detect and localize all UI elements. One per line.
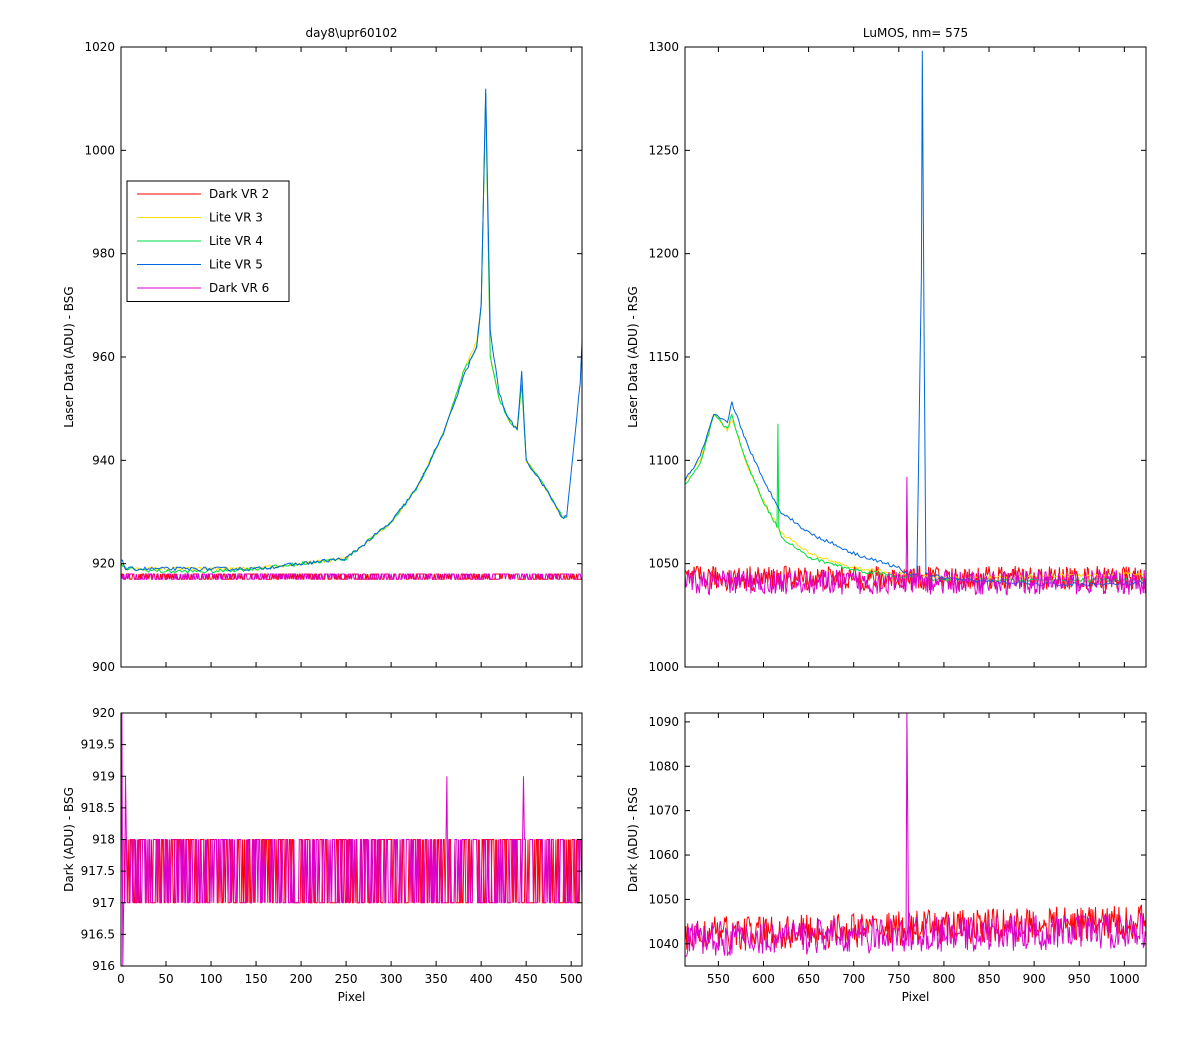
y-tick-label: 916 — [92, 959, 115, 973]
x-tick-label: 550 — [707, 972, 730, 986]
series-group — [121, 713, 582, 966]
x-tick-label: 400 — [470, 972, 493, 986]
x-tick-label: 500 — [560, 972, 583, 986]
series-group — [685, 50, 1146, 596]
y-tick-label: 918.5 — [81, 801, 115, 815]
y-tick-label: 980 — [92, 247, 115, 261]
plot-area — [121, 47, 582, 667]
y-tick-label: 916.5 — [81, 927, 115, 941]
y-tick-label: 960 — [92, 350, 115, 364]
plot-title: day8\upr60102 — [305, 26, 397, 40]
plot-tl: 900 920 940 960 980 1000 1020 day8\upr60102 Lase… — [62, 26, 583, 674]
x-tick-label: 150 — [245, 972, 268, 986]
y-tick-label: 1100 — [648, 453, 679, 467]
y-axis-label: Laser Data (ADU) - BSG — [62, 286, 76, 427]
x-tick-label: 100 — [200, 972, 223, 986]
series-line-dark-vr-6 — [685, 476, 1146, 596]
x-tick-label: 600 — [752, 972, 775, 986]
y-tick-label: 900 — [92, 660, 115, 674]
legend-entry: Dark VR 2 — [209, 187, 269, 201]
legend-entry: Lite VR 5 — [209, 258, 263, 272]
y-tick-label: 1250 — [648, 143, 679, 157]
series-line-dark-vr-6 — [121, 713, 582, 966]
plot-tr: 1000 1050 1100 1150 1200 1250 1300 LuMOS, nm= 5… — [626, 26, 1147, 674]
y-tick-label: 1040 — [648, 937, 679, 951]
y-tick-label: 920 — [92, 706, 115, 720]
y-tick-label: 1300 — [648, 40, 679, 54]
x-tick-label: 950 — [1068, 972, 1091, 986]
x-tick-label: 0 — [117, 972, 125, 986]
y-tick-label: 1050 — [648, 892, 679, 906]
y-tick-label: 1070 — [648, 804, 679, 818]
y-axis-label: Dark (ADU) - BSG — [62, 787, 76, 892]
y-tick-label: 919.5 — [81, 738, 115, 752]
y-tick-label: 1000 — [84, 143, 115, 157]
y-tick-label: 1050 — [648, 557, 679, 571]
plot-bl: 916 916.5 917 917.5 918 918.5 919 919.5 920 0 50 10… — [62, 706, 583, 1004]
plot-title: LuMOS, nm= 575 — [863, 26, 968, 40]
y-tick-label: 940 — [92, 453, 115, 467]
axes-frame — [684, 712, 1147, 967]
y-tick-label: 918 — [92, 833, 115, 847]
x-tick-label: 450 — [515, 972, 538, 986]
x-tick-label: 300 — [380, 972, 403, 986]
y-tick-label: 1200 — [648, 247, 679, 261]
legend: Dark VR 2 Lite VR 3 Lite VR 4 Lite VR 5 Dark… — [126, 180, 290, 302]
plot-br: 1040 1050 1060 1070 1080 1090 550 600 650 700 750 8… — [626, 712, 1147, 1004]
y-axis-label: Laser Data (ADU) - RSG — [626, 286, 640, 428]
y-tick-label: 1080 — [648, 759, 679, 773]
y-tick-label: 1000 — [648, 660, 679, 674]
y-tick-label: 917.5 — [81, 864, 115, 878]
series-line-lite-vr-5 — [121, 88, 582, 572]
series-group — [685, 713, 1146, 957]
y-tick-label: 1060 — [648, 848, 679, 862]
y-tick-label: 919 — [92, 769, 115, 783]
x-tick-label: 350 — [425, 972, 448, 986]
y-axis-label: Dark (ADU) - RSG — [626, 787, 640, 892]
legend-entry: Lite VR 3 — [209, 211, 263, 225]
x-tick-label: 700 — [842, 972, 865, 986]
legend-entry: Lite VR 4 — [209, 234, 263, 248]
legend-entry: Dark VR 6 — [209, 281, 269, 295]
x-tick-label: 200 — [290, 972, 313, 986]
x-tick-label: 1000 — [1109, 972, 1140, 986]
x-tick-label: 250 — [335, 972, 358, 986]
y-tick-label: 917 — [92, 896, 115, 910]
y-tick-label: 1150 — [648, 350, 679, 364]
x-tick-label: 650 — [797, 972, 820, 986]
series-group — [121, 88, 582, 580]
y-tick-label: 1090 — [648, 715, 679, 729]
x-axis-label: Pixel — [338, 990, 366, 1004]
series-line-dark-vr-6 — [685, 713, 1146, 957]
x-tick-label: 50 — [158, 972, 173, 986]
y-tick-label: 1020 — [84, 40, 115, 54]
x-tick-label: 850 — [978, 972, 1001, 986]
series-line-lite-vr-4 — [121, 93, 567, 575]
x-tick-label: 750 — [887, 972, 910, 986]
x-tick-label: 800 — [932, 972, 955, 986]
x-axis-label: Pixel — [902, 990, 930, 1004]
series-line-dark-vr-6 — [121, 573, 582, 580]
y-tick-label: 920 — [92, 557, 115, 571]
plot-area — [685, 47, 1146, 667]
x-tick-label: 900 — [1023, 972, 1046, 986]
